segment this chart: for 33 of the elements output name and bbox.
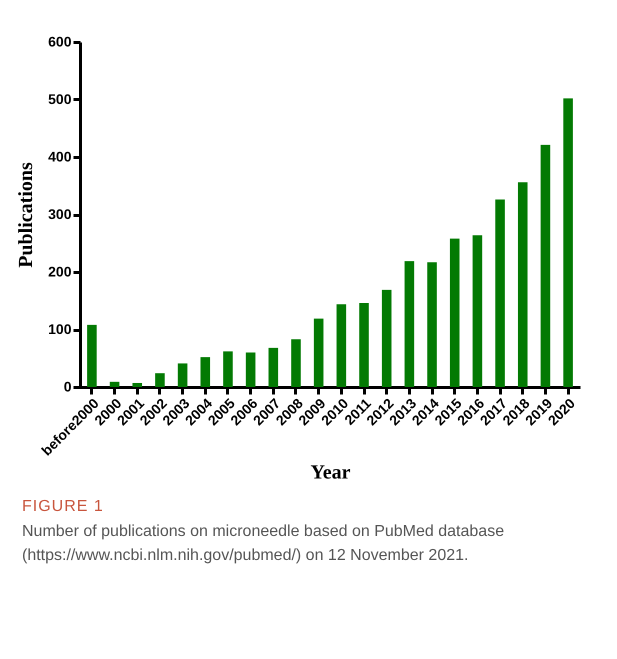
bar: [291, 339, 301, 387]
y-tick-label: 0: [64, 378, 72, 394]
bar: [563, 98, 573, 387]
bar: [110, 382, 120, 387]
bar: [427, 262, 437, 387]
bar: [155, 373, 165, 387]
bar: [178, 363, 188, 387]
bar: [132, 382, 142, 387]
bar: [268, 348, 278, 387]
bar: [336, 304, 346, 387]
bar: [404, 261, 414, 387]
bar: [223, 351, 233, 387]
y-tick-label: 400: [48, 148, 72, 164]
y-tick-label: 100: [48, 321, 72, 337]
bar: [382, 290, 392, 387]
y-tick-label: 300: [48, 206, 72, 222]
bar: [246, 352, 256, 387]
bar: [472, 235, 482, 387]
x-axis-title: Year: [310, 462, 351, 484]
y-tick-label: 600: [48, 34, 72, 50]
bar: [540, 144, 550, 387]
bar: [200, 357, 210, 387]
bar: [87, 324, 97, 387]
bar: [450, 238, 460, 387]
bar: [495, 200, 505, 387]
caption: FIGURE 1: [22, 498, 105, 516]
y-axis-title: Publications: [15, 162, 38, 268]
y-tick-label: 500: [48, 91, 72, 107]
y-tick-label: 200: [48, 264, 72, 280]
bar: [314, 318, 324, 387]
bar: [518, 182, 528, 387]
bar: [359, 303, 369, 387]
text: Number of publications on microneedle based on PubMed database (https://www.ncbi.nlm.nih.gov/pubmed/) on 12 November 2021.: [22, 522, 506, 566]
